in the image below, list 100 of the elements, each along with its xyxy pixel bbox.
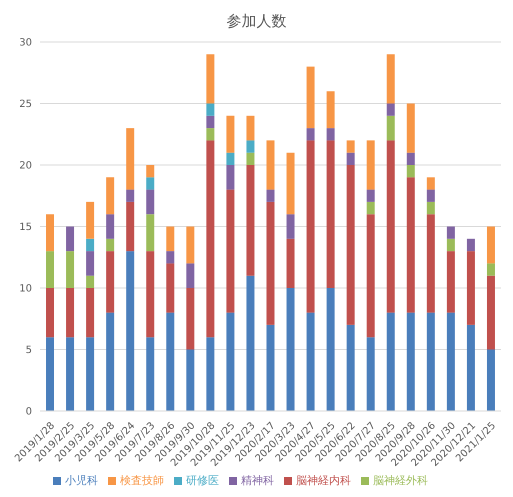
bar (126, 202, 134, 252)
y-tick-label: 25 (19, 99, 32, 110)
bar (186, 288, 194, 350)
bar (406, 312, 415, 411)
bar (306, 128, 315, 140)
bar (206, 128, 214, 140)
bar (226, 190, 234, 313)
y-tick-label: 20 (19, 160, 32, 172)
bar (486, 263, 495, 276)
bar (366, 190, 375, 202)
bar (86, 337, 94, 411)
bar (86, 251, 94, 276)
bar (166, 226, 174, 252)
bar (406, 177, 415, 313)
bar (86, 276, 94, 288)
bar (46, 337, 54, 411)
bar (466, 238, 475, 252)
bar (346, 152, 355, 165)
bar (106, 238, 114, 252)
bar (166, 251, 174, 264)
legend-label: 小児科 (65, 474, 98, 487)
bar (246, 116, 254, 140)
bar (346, 140, 355, 153)
bar (446, 238, 455, 252)
bar (86, 288, 94, 338)
bar (306, 140, 315, 313)
bar (226, 165, 234, 190)
bar (166, 263, 174, 313)
bar (126, 190, 134, 202)
bar (366, 337, 375, 411)
y-tick-label: 30 (19, 38, 32, 49)
bar (306, 312, 315, 411)
bar (246, 152, 254, 165)
legend-label: 精神科 (241, 474, 274, 487)
bar (146, 190, 154, 214)
bar (346, 324, 355, 411)
legend-label: 脳神経内科 (296, 474, 351, 487)
bar (206, 116, 214, 128)
bar (426, 202, 435, 214)
bar (186, 350, 194, 411)
bar (226, 152, 234, 165)
bar (386, 312, 395, 411)
bar (46, 214, 54, 252)
bar (486, 226, 495, 264)
bar (386, 116, 395, 140)
bar (366, 214, 375, 338)
y-tick-label: 5 (26, 345, 32, 356)
legend-label: 脳神経外科 (373, 474, 428, 487)
bar (246, 276, 254, 411)
legend-label: 研修医 (186, 474, 219, 487)
bar (46, 251, 54, 288)
bar (146, 177, 154, 190)
bar (466, 251, 475, 325)
bar (226, 116, 234, 153)
bar (406, 104, 415, 153)
bar (326, 91, 335, 128)
bar (86, 238, 94, 252)
bar (326, 128, 335, 140)
bar (446, 312, 455, 411)
bar (66, 226, 74, 252)
bar (326, 288, 335, 411)
bar (166, 312, 174, 411)
y-tick-label: 15 (19, 222, 32, 234)
bar (286, 214, 295, 239)
bar (206, 337, 214, 411)
bar (266, 140, 274, 190)
bar (246, 140, 254, 153)
bar (426, 177, 435, 190)
bar (86, 202, 94, 239)
bar (66, 337, 74, 411)
bar (186, 226, 194, 264)
bar (406, 165, 415, 178)
bar (446, 251, 455, 313)
bar (126, 128, 134, 190)
bar (186, 263, 194, 288)
bar (206, 140, 214, 338)
bar (286, 238, 295, 288)
bar (106, 177, 114, 214)
bar (306, 66, 315, 128)
bar (266, 190, 274, 202)
bar (146, 337, 154, 411)
bar (106, 214, 114, 239)
bar (146, 214, 154, 252)
bar (286, 288, 295, 411)
bar (126, 251, 134, 411)
y-tick-label: 10 (19, 284, 32, 295)
bar (446, 226, 455, 239)
bar (366, 202, 375, 214)
bar (286, 152, 295, 214)
bar (466, 324, 475, 411)
bar (486, 350, 495, 411)
bar (406, 152, 415, 165)
bar (106, 312, 114, 411)
bar (386, 54, 395, 104)
bar (486, 276, 495, 350)
bar (426, 190, 435, 202)
bar (66, 288, 74, 338)
bar (386, 140, 395, 313)
bar (146, 165, 154, 178)
bar (246, 165, 254, 276)
